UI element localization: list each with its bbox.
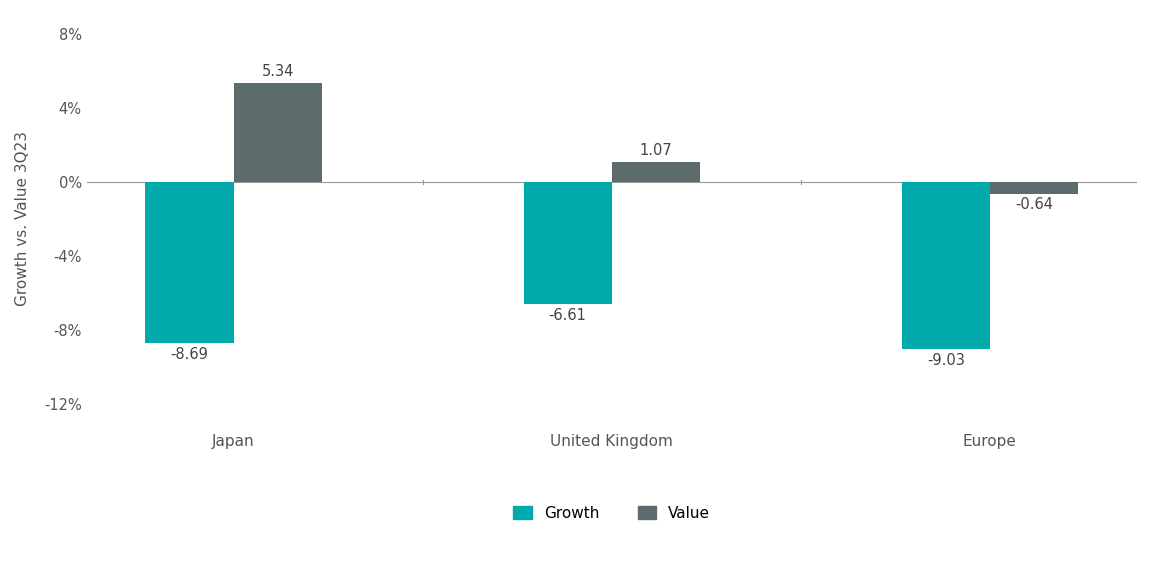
Legend: Growth, Value: Growth, Value [507,500,717,527]
Bar [902,182,990,349]
Bar [234,83,321,182]
Text: 5.34: 5.34 [262,64,294,79]
Bar [612,162,700,182]
Bar [145,182,234,343]
Y-axis label: Growth vs. Value 3Q23: Growth vs. Value 3Q23 [15,132,30,306]
Bar [990,182,1078,194]
Text: -0.64: -0.64 [1015,197,1053,212]
Bar [523,182,612,304]
Text: 1.07: 1.07 [639,143,673,158]
Text: -6.61: -6.61 [548,308,586,323]
Text: -9.03: -9.03 [927,353,964,368]
Text: -8.69: -8.69 [170,347,209,362]
